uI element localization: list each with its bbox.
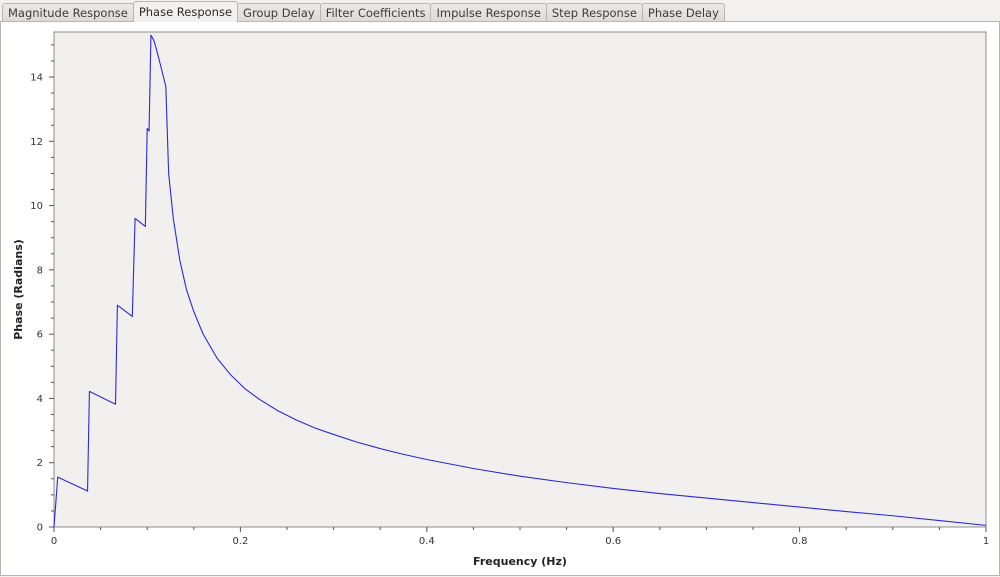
y-axis-label: Phase (Radians) (12, 239, 25, 340)
plot-panel: 0 0.2 0.4 0.6 0.8 1 0 2 4 6 8 10 12 14 Frequency (Hz) P… (0, 21, 1000, 576)
y-tick-label: 6 (37, 330, 43, 341)
x-axis-label: Frequency (Hz) (473, 555, 567, 568)
y-tick-label: 4 (37, 394, 43, 405)
tab-step-response[interactable]: Step Response (545, 3, 643, 22)
x-tick-label: 1 (983, 536, 989, 547)
tab-impulse-response[interactable]: Impulse Response (430, 3, 547, 22)
y-tick-label: 8 (37, 265, 43, 276)
series-line-0 (53, 34, 987, 528)
tab-phase-response[interactable]: Phase Response (132, 1, 239, 22)
tab-magnitude-response[interactable]: Magnitude Response (2, 3, 134, 22)
plot-area (53, 31, 987, 528)
y-tick-label: 12 (30, 137, 43, 148)
tab-filter-coefficients[interactable]: Filter Coefficients (319, 3, 432, 22)
y-tick-label: 10 (30, 201, 43, 212)
y-tick-label: 0 (37, 523, 43, 534)
x-tick-label: 0.2 (232, 536, 248, 547)
x-tick-label: 0.4 (419, 536, 435, 547)
x-tick-label: 0 (51, 536, 57, 547)
tab-bar: Magnitude Response Phase Response Group De… (2, 1, 725, 22)
x-tick-label: 0.6 (605, 536, 621, 547)
y-tick-label: 2 (37, 458, 43, 469)
tab-group-delay[interactable]: Group Delay (237, 3, 321, 22)
y-tick-label: 14 (30, 73, 43, 84)
tab-phase-delay[interactable]: Phase Delay (641, 3, 725, 22)
x-tick-label: 0.8 (792, 536, 808, 547)
